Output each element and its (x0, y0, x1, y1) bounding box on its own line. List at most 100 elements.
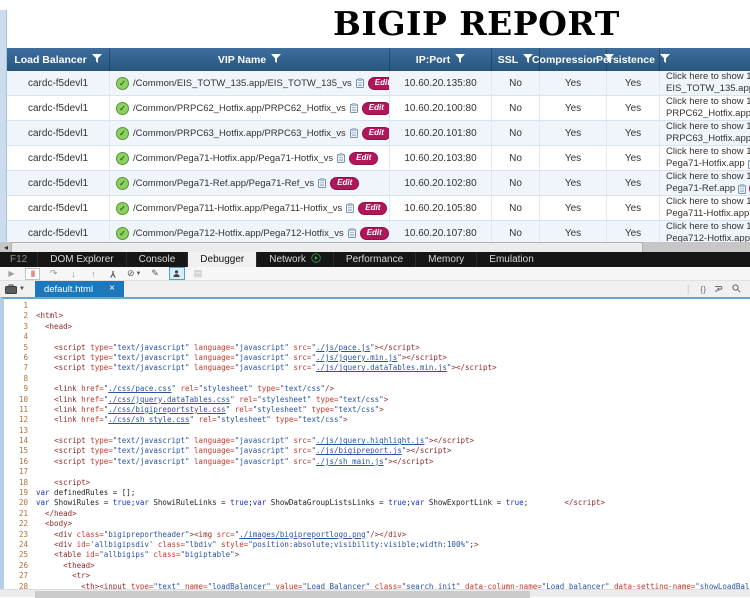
break-icon[interactable]: ‖ (25, 268, 40, 280)
status-up-icon: ✓ (116, 177, 129, 190)
edit-button[interactable]: Edit (368, 77, 390, 90)
gutter-line-number[interactable]: 27 (4, 571, 36, 581)
pin-source-icon[interactable]: ✎ (149, 268, 162, 280)
cell-ssl: No (492, 171, 540, 195)
tab-console[interactable]: Console (126, 252, 188, 267)
copy-clipboard-icon[interactable] (356, 78, 364, 88)
cell-persistence: Yes (607, 71, 660, 95)
tab-memory[interactable]: Memory (415, 252, 476, 267)
record-play-icon[interactable] (311, 253, 321, 266)
find-in-code-icon[interactable] (732, 280, 741, 298)
cell-persistence: Yes (607, 146, 660, 170)
tab-emulation[interactable]: Emulation (476, 252, 545, 267)
open-document-button[interactable]: ▼ (5, 284, 25, 294)
tab-debugger[interactable]: Debugger (187, 252, 256, 267)
column-header-ip-port[interactable]: IP:Port (390, 48, 492, 71)
step-over-icon[interactable]: ↷ (47, 268, 60, 280)
gutter-line-number[interactable]: 9 (4, 384, 36, 394)
copy-clipboard-icon[interactable] (318, 178, 326, 188)
gutter-line-number[interactable]: 4 (4, 332, 36, 342)
column-header-persistence[interactable]: Persistence (607, 48, 660, 71)
vip-name-text: /Common/PRPC62_Hotfix.app/PRPC62_Hotfix_… (133, 103, 346, 114)
gutter-line-number[interactable]: 15 (4, 446, 36, 456)
tab-performance[interactable]: Performance (333, 252, 415, 267)
exception-control-icon[interactable]: ⊘▼ (127, 268, 142, 280)
cell-ip-port: 10.60.20.105:80 (390, 196, 492, 220)
cell-ssl: No (492, 221, 540, 242)
column-header-vip-name[interactable]: VIP Name (110, 48, 390, 71)
gutter-line-number[interactable]: 12 (4, 415, 36, 425)
edit-button[interactable]: Edit (360, 227, 389, 240)
show-pool-link[interactable]: Click here to show 1 ass (666, 96, 750, 108)
gutter-line-number[interactable]: 13 (4, 426, 36, 436)
code-horizontal-scrollbar[interactable] (0, 589, 750, 597)
gutter-line-number[interactable]: 10 (4, 395, 36, 405)
f12-menu[interactable]: F12 (0, 252, 37, 267)
gutter-line-number[interactable]: 28 (4, 582, 36, 589)
close-icon[interactable]: × (109, 284, 115, 294)
edit-button[interactable]: Edit (349, 152, 378, 165)
column-header-pool[interactable] (660, 48, 750, 71)
copy-clipboard-icon[interactable] (348, 228, 356, 238)
gutter-line-number[interactable]: 11 (4, 405, 36, 415)
pool-name-line: Pega71-Ref.appEdit (666, 182, 750, 195)
edit-button[interactable]: Edit (362, 102, 390, 115)
cell-ssl: No (492, 121, 540, 145)
show-pool-link[interactable]: Click here to show 1 ass (666, 146, 750, 158)
code-line: 11 <link href="./css/bigipreportstyle.cs… (4, 405, 750, 415)
copy-clipboard-icon[interactable] (337, 153, 345, 163)
show-pool-link[interactable]: Click here to show 1 ass (666, 121, 750, 133)
gutter-line-number[interactable]: 20 (4, 498, 36, 508)
column-header-load-balancer[interactable]: Load Balancer (7, 48, 110, 71)
table-row: cardc-f5devl1✓/Common/Pega71-Ref.app/Peg… (7, 171, 750, 196)
tab-network[interactable]: Network (256, 252, 333, 267)
gutter-line-number[interactable]: 25 (4, 550, 36, 560)
gutter-line-number[interactable]: 2 (4, 311, 36, 321)
edit-button[interactable]: Edit (330, 177, 359, 190)
pool-name-line: Pega71-Hotfix.appEdit (666, 157, 750, 170)
gutter-line-number[interactable]: 17 (4, 467, 36, 477)
tab-dom-explorer[interactable]: DOM Explorer (37, 252, 125, 267)
filter-funnel-icon[interactable] (455, 54, 465, 66)
gutter-line-number[interactable]: 8 (4, 374, 36, 384)
gutter-line-number[interactable]: 19 (4, 488, 36, 498)
show-pool-link[interactable]: Click here to show 1 ass (666, 171, 750, 183)
step-out-icon[interactable]: ↑ (87, 268, 100, 280)
code-line-text: var definedRules = []; (36, 488, 135, 498)
gutter-line-number[interactable]: 21 (4, 509, 36, 519)
gutter-line-number[interactable]: 16 (4, 457, 36, 467)
copy-clipboard-icon[interactable] (350, 128, 358, 138)
break-on-new-worker-icon[interactable]: Y (107, 268, 120, 280)
step-into-icon[interactable]: ↓ (67, 268, 80, 280)
gutter-line-number[interactable]: 24 (4, 540, 36, 550)
show-pool-link[interactable]: Click here to show 1 ass (666, 221, 750, 233)
filter-funnel-icon[interactable] (271, 54, 281, 66)
gutter-line-number[interactable]: 26 (4, 561, 36, 571)
show-pool-link[interactable]: Click here to show 1 ass (666, 71, 750, 83)
filter-funnel-icon[interactable] (92, 54, 102, 66)
code-line-text: <div id='allbigipsdiv' class="lbdiv" sty… (36, 540, 479, 550)
pretty-print-icon[interactable]: { } (700, 285, 705, 294)
edit-button[interactable]: Edit (358, 202, 387, 215)
just-my-code-icon[interactable] (169, 267, 185, 280)
file-tab-default-html[interactable]: default.html × (35, 281, 124, 297)
edit-button[interactable]: Edit (362, 127, 390, 140)
gutter-line-number[interactable]: 1 (4, 301, 36, 311)
copy-clipboard-icon[interactable] (738, 184, 746, 194)
gutter-line-number[interactable]: 6 (4, 353, 36, 363)
show-pool-link[interactable]: Click here to show 1 ass (666, 196, 750, 208)
code-line: 25 <table id="allbigips" class="bigiptab… (4, 550, 750, 560)
copy-clipboard-icon[interactable] (350, 103, 358, 113)
word-wrap-icon[interactable] (714, 280, 723, 298)
gutter-line-number[interactable]: 3 (4, 322, 36, 332)
profiler-icon[interactable]: ▤ (192, 268, 205, 280)
gutter-line-number[interactable]: 23 (4, 530, 36, 540)
gutter-line-number[interactable]: 22 (4, 519, 36, 529)
gutter-line-number[interactable]: 14 (4, 436, 36, 446)
gutter-line-number[interactable]: 7 (4, 363, 36, 373)
gutter-line-number[interactable]: 5 (4, 343, 36, 353)
gutter-line-number[interactable]: 18 (4, 478, 36, 488)
copy-clipboard-icon[interactable] (346, 203, 354, 213)
continue-icon[interactable]: ▶ (5, 268, 18, 280)
